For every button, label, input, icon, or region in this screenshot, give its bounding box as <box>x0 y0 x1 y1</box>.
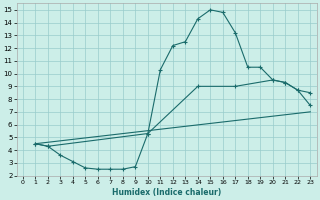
X-axis label: Humidex (Indice chaleur): Humidex (Indice chaleur) <box>112 188 221 197</box>
